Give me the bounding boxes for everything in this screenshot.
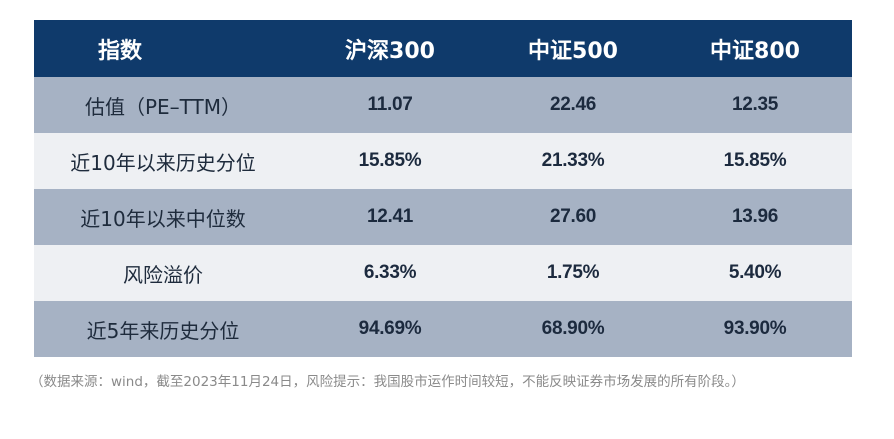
cell-csi500: 22.46: [549, 94, 597, 115]
valuation-table-container: 指数 沪深300 中证500 中证800 估值（PE–TTM） 11.07 22…: [34, 20, 852, 357]
cell-csi500: 21.33%: [541, 150, 605, 171]
cell-csi800: 5.40%: [728, 262, 782, 283]
cell-csi500: 27.60: [549, 206, 597, 227]
table-row-10y-percentile: 近10年以来历史分位 15.85% 21.33% 15.85%: [34, 133, 852, 189]
valuation-table: 指数 沪深300 中证500 中证800 估值（PE–TTM） 11.07 22…: [34, 20, 852, 357]
header-csi500: 中证500: [528, 38, 618, 64]
header-csi800: 中证800: [710, 38, 800, 64]
table-row-10y-median: 近10年以来中位数 12.41 27.60 13.96: [34, 189, 852, 245]
table-row-valuation: 估值（PE–TTM） 11.07 22.46 12.35: [34, 77, 852, 133]
source-footnote: （数据来源：wind，截至2023年11月24日，风险提示：我国股市运作时间较短…: [30, 374, 745, 390]
cell-csi800: 12.35: [731, 94, 779, 115]
row-label: 近10年以来历史分位: [70, 150, 256, 175]
cell-csi800: 15.85%: [723, 150, 787, 171]
row-label: 近5年来历史分位: [86, 318, 240, 343]
cell-csi300: 11.07: [367, 94, 413, 115]
cell-csi800: 13.96: [731, 206, 779, 227]
cell-csi500: 1.75%: [546, 262, 600, 283]
cell-csi300: 6.33%: [363, 262, 417, 283]
table-row-5y-percentile: 近5年来历史分位 94.69% 68.90% 93.90%: [34, 301, 852, 357]
row-label: 风险溢价: [123, 262, 203, 287]
cell-csi500: 68.90%: [541, 318, 605, 339]
header-csi300: 沪深300: [345, 38, 435, 64]
table-row-risk-premium: 风险溢价 6.33% 1.75% 5.40%: [34, 245, 852, 301]
cell-csi300: 12.41: [366, 206, 414, 227]
row-label: 近10年以来中位数: [80, 206, 246, 231]
row-label: 估值（PE–TTM）: [84, 94, 242, 119]
table-header-row: 指数 沪深300 中证500 中证800: [34, 20, 852, 77]
cell-csi300: 94.69%: [358, 318, 422, 339]
cell-csi300: 15.85%: [358, 150, 422, 171]
header-index: 指数: [98, 38, 143, 64]
cell-csi800: 93.90%: [723, 318, 787, 339]
